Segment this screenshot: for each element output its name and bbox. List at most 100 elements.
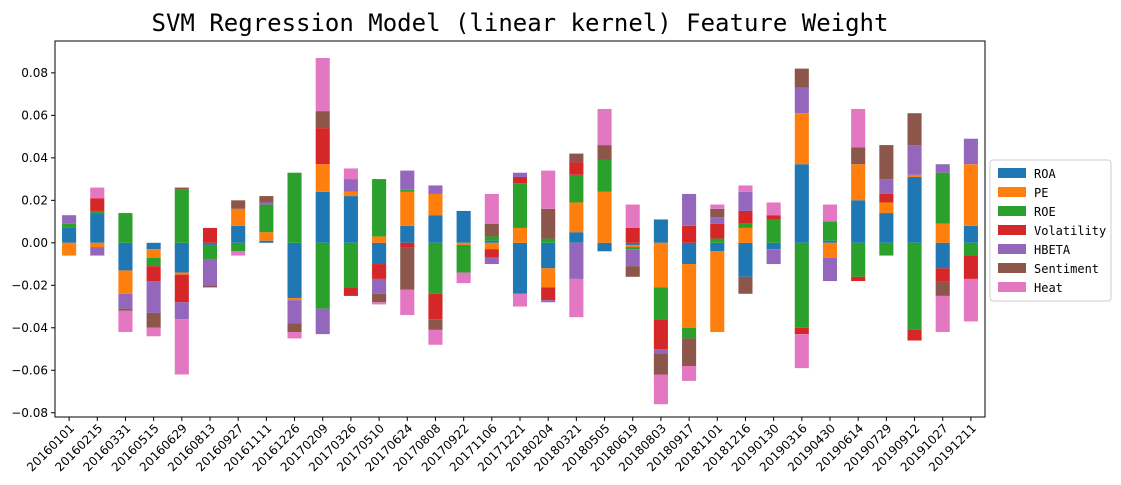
bar-20161226-pe: [287, 298, 302, 301]
bar-20170326-roa: [343, 196, 358, 243]
bar-20190729-sentiment: [879, 145, 894, 180]
bar-20190430-hbeta: [822, 257, 838, 282]
bar-20191027-hbeta: [935, 164, 950, 173]
bar-20160927-pe: [231, 208, 246, 226]
bar-20181101-sentiment: [710, 208, 725, 218]
bar-20170808-roe: [428, 242, 443, 294]
bar-20160215-roa: [90, 213, 105, 243]
y-tick-label: 0.06: [21, 108, 48, 122]
bar-20160215-pe: [90, 242, 105, 248]
y-tick-label: 0.04: [21, 151, 48, 165]
bar-20171106-sentiment: [484, 223, 499, 237]
bar-20180505-roe: [597, 159, 612, 192]
bar-20170808-volatility: [428, 293, 443, 320]
bar-20160813-roe: [202, 244, 218, 260]
bar-20190729-pe: [879, 202, 894, 214]
bar-20180321-hbeta: [569, 242, 584, 279]
bar-20190614-heat: [851, 108, 866, 148]
bar-20160215-roe: [90, 210, 105, 214]
y-tick-label: −0.06: [11, 363, 48, 377]
y-tick-label: −0.04: [11, 321, 48, 335]
bar-20180505-sentiment: [597, 145, 612, 160]
bar-20180505-roa: [597, 242, 612, 252]
bar-20180803-hbeta: [653, 349, 668, 354]
bar-20170326-heat: [343, 168, 358, 180]
bar-20191211-pe: [963, 164, 978, 226]
y-axis: −0.08 −0.06 −0.04 −0.02 0.00 0.02 0.04 0.06 0.08: [11, 66, 55, 420]
bar-20171106-heat: [484, 193, 499, 224]
bar-20170808-roa: [428, 215, 443, 243]
bar-20160101-pe: [62, 242, 77, 256]
bar-20190912-roe: [907, 242, 922, 330]
bar-20160515-sentiment: [146, 312, 161, 328]
bar-20170510-heat: [372, 302, 387, 305]
bar-20190316-heat: [794, 334, 809, 369]
bar-20190316-pe: [794, 113, 809, 165]
bar-20160629-roe: [174, 189, 189, 243]
y-tick-label: −0.02: [11, 278, 48, 292]
bar-20190614-roa: [851, 200, 866, 243]
bar-20190912-volatility: [907, 329, 922, 341]
bar-20171106-pe: [484, 242, 499, 250]
bar-20191027-pe: [935, 223, 950, 243]
bar-20190912-hbeta: [907, 145, 922, 175]
bar-20160101-hbeta: [62, 215, 77, 224]
bar-20170326-volatility: [343, 287, 358, 296]
bar-20180204-pe: [541, 268, 556, 288]
legend-label-volatility: Volatility: [1034, 224, 1106, 238]
bar-20171221-volatility: [512, 176, 528, 184]
bar-20160101-roa: [62, 227, 77, 243]
bar-20180204-roa: [541, 242, 556, 269]
y-tick-label: 0.08: [21, 66, 48, 80]
bar-20171221-roe: [512, 183, 528, 228]
x-axis: 2016010120160215201603312016051520160629…: [24, 417, 979, 474]
bars-layer: [62, 57, 978, 405]
bar-20190614-roe: [851, 242, 866, 277]
bar-20161111-roa: [259, 240, 274, 243]
legend-label-roe: ROE: [1034, 205, 1056, 219]
legend-label-pe: PE: [1034, 186, 1048, 200]
bar-20190614-volatility: [851, 276, 866, 282]
bar-20160515-hbeta: [146, 281, 161, 313]
y-tick-label: 0.00: [21, 236, 48, 250]
bar-20190430-pe: [822, 242, 838, 258]
legend-swatch-roa: [998, 168, 1026, 178]
bar-20170209-hbeta: [315, 308, 330, 335]
bar-20161111-hbeta: [259, 202, 274, 205]
bar-20191211-heat: [963, 278, 978, 322]
bar-20161226-roe: [287, 172, 302, 243]
bar-20180321-roe: [569, 174, 584, 203]
bar-20181101-roa: [710, 242, 725, 252]
bar-20171221-pe: [512, 227, 528, 243]
bar-20180619-roe: [625, 247, 640, 250]
bar-20170624-heat: [400, 289, 415, 316]
bar-20180917-volatility: [682, 225, 697, 243]
bar-20190130-hbeta: [766, 249, 781, 265]
bar-20191027-roa: [935, 242, 950, 269]
bar-20161226-roa: [287, 242, 302, 299]
bar-20160515-heat: [146, 327, 161, 337]
bar-20170922-roe: [456, 244, 471, 273]
bar-20191027-sentiment: [935, 281, 950, 296]
bar-20160813-hbeta: [202, 259, 218, 286]
bar-20180204-volatility: [541, 287, 556, 301]
bar-20160629-volatility: [174, 274, 189, 303]
bar-20181216-heat: [738, 185, 753, 192]
bar-20170624-sentiment: [400, 247, 415, 290]
bar-20181101-roe: [710, 238, 725, 243]
y-tick-label: −0.08: [11, 406, 48, 420]
bar-20171106-volatility: [484, 249, 499, 258]
bar-20170922-heat: [456, 272, 471, 284]
bar-20180321-roa: [569, 232, 584, 243]
bar-20170510-roa: [372, 242, 387, 265]
bar-20170808-sentiment: [428, 319, 443, 330]
bar-20191211-volatility: [963, 255, 978, 279]
bar-20180204-roe: [541, 238, 556, 243]
bar-20180321-volatility: [569, 162, 584, 175]
bar-20160515-roe: [146, 257, 161, 267]
bar-20160215-hbeta: [90, 247, 105, 256]
bar-20180619-hbeta: [625, 249, 640, 267]
bar-20190130-volatility: [766, 215, 781, 220]
bar-20171221-heat: [512, 293, 528, 307]
